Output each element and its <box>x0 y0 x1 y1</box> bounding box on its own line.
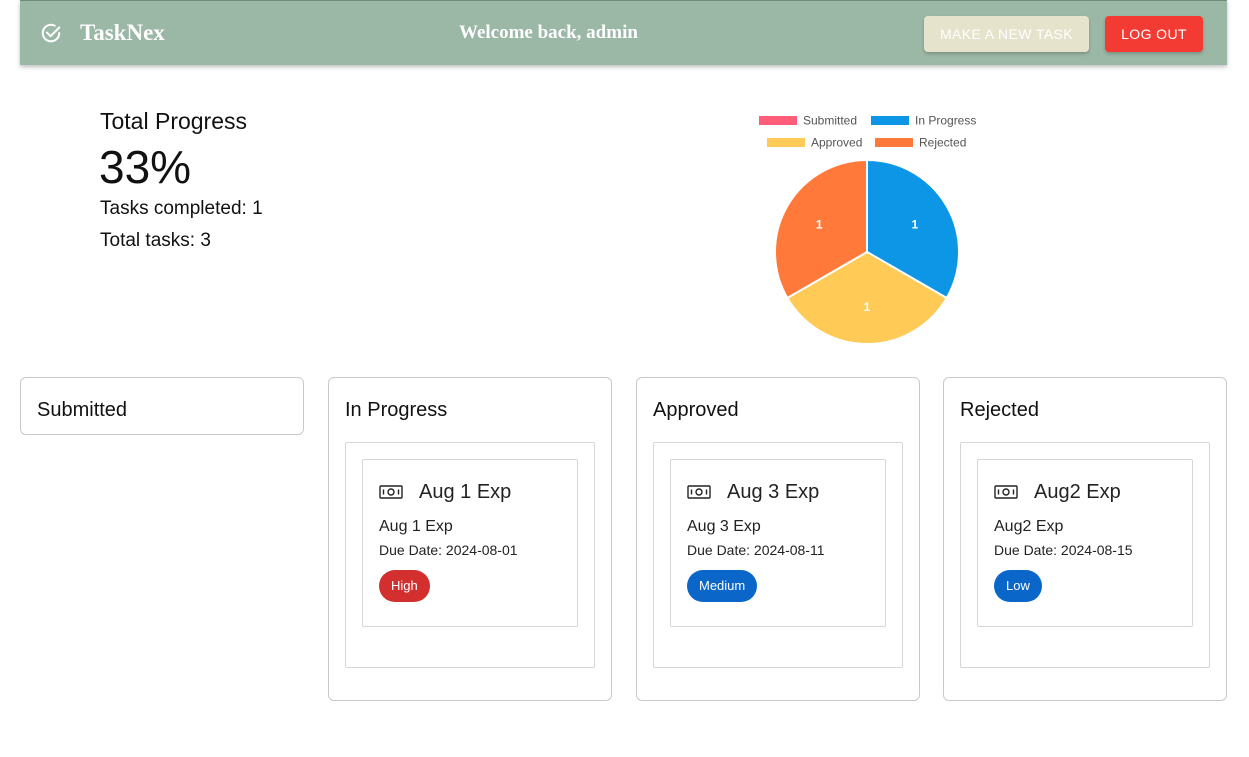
column-title: Rejected <box>960 399 1039 421</box>
priority-chip: High <box>379 570 430 602</box>
column-title: Approved <box>653 399 739 421</box>
task-title: Aug 3 Exp <box>727 481 820 503</box>
app-bar: TaskNex Welcome back, admin MAKE A NEW T… <box>20 0 1227 65</box>
task-card[interactable]: Aug 3 Exp Aug 3 Exp Due Date: 2024-08-11… <box>670 459 886 627</box>
task-due-date: Due Date: 2024-08-01 <box>379 542 518 558</box>
legend-swatch <box>759 116 797 125</box>
task-title: Aug 1 Exp <box>419 481 512 503</box>
legend-swatch <box>767 138 805 147</box>
legend-label: Approved <box>811 136 862 150</box>
task-description: Aug2 Exp <box>994 518 1064 535</box>
check-circle-icon <box>41 23 61 43</box>
money-icon <box>687 485 711 499</box>
column-title: Submitted <box>37 399 128 421</box>
new-task-button[interactable]: MAKE A NEW TASK <box>924 16 1089 52</box>
progress-title: Total Progress <box>100 108 248 134</box>
task-list: Aug 3 Exp Aug 3 Exp Due Date: 2024-08-11… <box>653 442 903 668</box>
task-title: Aug2 Exp <box>1034 481 1121 503</box>
task-list: Aug2 Exp Aug2 Exp Due Date: 2024-08-15 L… <box>960 442 1210 668</box>
column-title: In Progress <box>345 399 448 421</box>
tasks-total: Total tasks: 3 <box>100 230 211 251</box>
task-description: Aug 1 Exp <box>379 518 453 535</box>
logout-button[interactable]: LOG OUT <box>1105 16 1203 52</box>
progress-percent: 33% <box>99 141 192 193</box>
column-approved: Approved Aug 3 Exp Aug 3 Exp Due Date: 2… <box>636 377 920 701</box>
welcome-message: Welcome back, admin <box>459 22 638 43</box>
task-list: Aug 1 Exp Aug 1 Exp Due Date: 2024-08-01… <box>345 442 595 668</box>
column-rejected: Rejected Aug2 Exp Aug2 Exp Due Date: 202… <box>943 377 1227 701</box>
legend-label: In Progress <box>915 114 976 128</box>
legend-swatch <box>875 138 913 147</box>
task-card[interactable]: Aug 1 Exp Aug 1 Exp Due Date: 2024-08-01… <box>362 459 578 627</box>
pie-value-label: 1 <box>911 217 918 231</box>
tasks-completed: Tasks completed: 1 <box>100 198 263 219</box>
brand-name: TaskNex <box>80 20 165 45</box>
priority-chip: Medium <box>687 570 758 602</box>
pie-slice <box>774 158 868 300</box>
task-description: Aug 3 Exp <box>687 518 761 535</box>
priority-chip: Low <box>994 570 1042 602</box>
legend-label: Rejected <box>919 136 966 150</box>
money-icon <box>994 485 1018 499</box>
pie-value-label: 1 <box>864 300 871 314</box>
legend-label: Submitted <box>803 114 857 128</box>
money-icon <box>379 485 403 499</box>
pie-slice <box>785 250 949 345</box>
task-due-date: Due Date: 2024-08-15 <box>994 542 1133 558</box>
task-due-date: Due Date: 2024-08-11 <box>687 542 825 558</box>
pie-value-label: 1 <box>816 217 823 231</box>
column-submitted: Submitted <box>20 377 304 435</box>
pie-slice <box>866 158 960 300</box>
task-card[interactable]: Aug2 Exp Aug2 Exp Due Date: 2024-08-15 L… <box>977 459 1193 627</box>
column-in-progress: In Progress Aug 1 Exp Aug 1 Exp Due Date… <box>328 377 612 701</box>
legend-swatch <box>871 116 909 125</box>
